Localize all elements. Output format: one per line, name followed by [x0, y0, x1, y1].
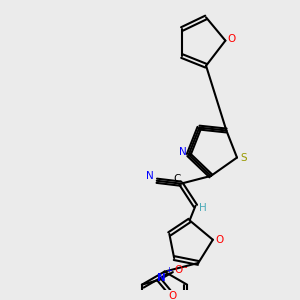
Text: +: +	[166, 266, 172, 275]
Text: N: N	[157, 273, 166, 283]
Text: C: C	[173, 174, 181, 184]
Text: N: N	[146, 171, 154, 181]
Text: O: O	[215, 235, 224, 245]
Text: H: H	[199, 203, 207, 213]
Text: O: O	[227, 34, 235, 44]
Text: S: S	[241, 153, 247, 163]
Text: -: -	[184, 262, 187, 272]
Text: O: O	[175, 265, 183, 275]
Text: N: N	[179, 147, 187, 157]
Text: O: O	[169, 291, 177, 300]
